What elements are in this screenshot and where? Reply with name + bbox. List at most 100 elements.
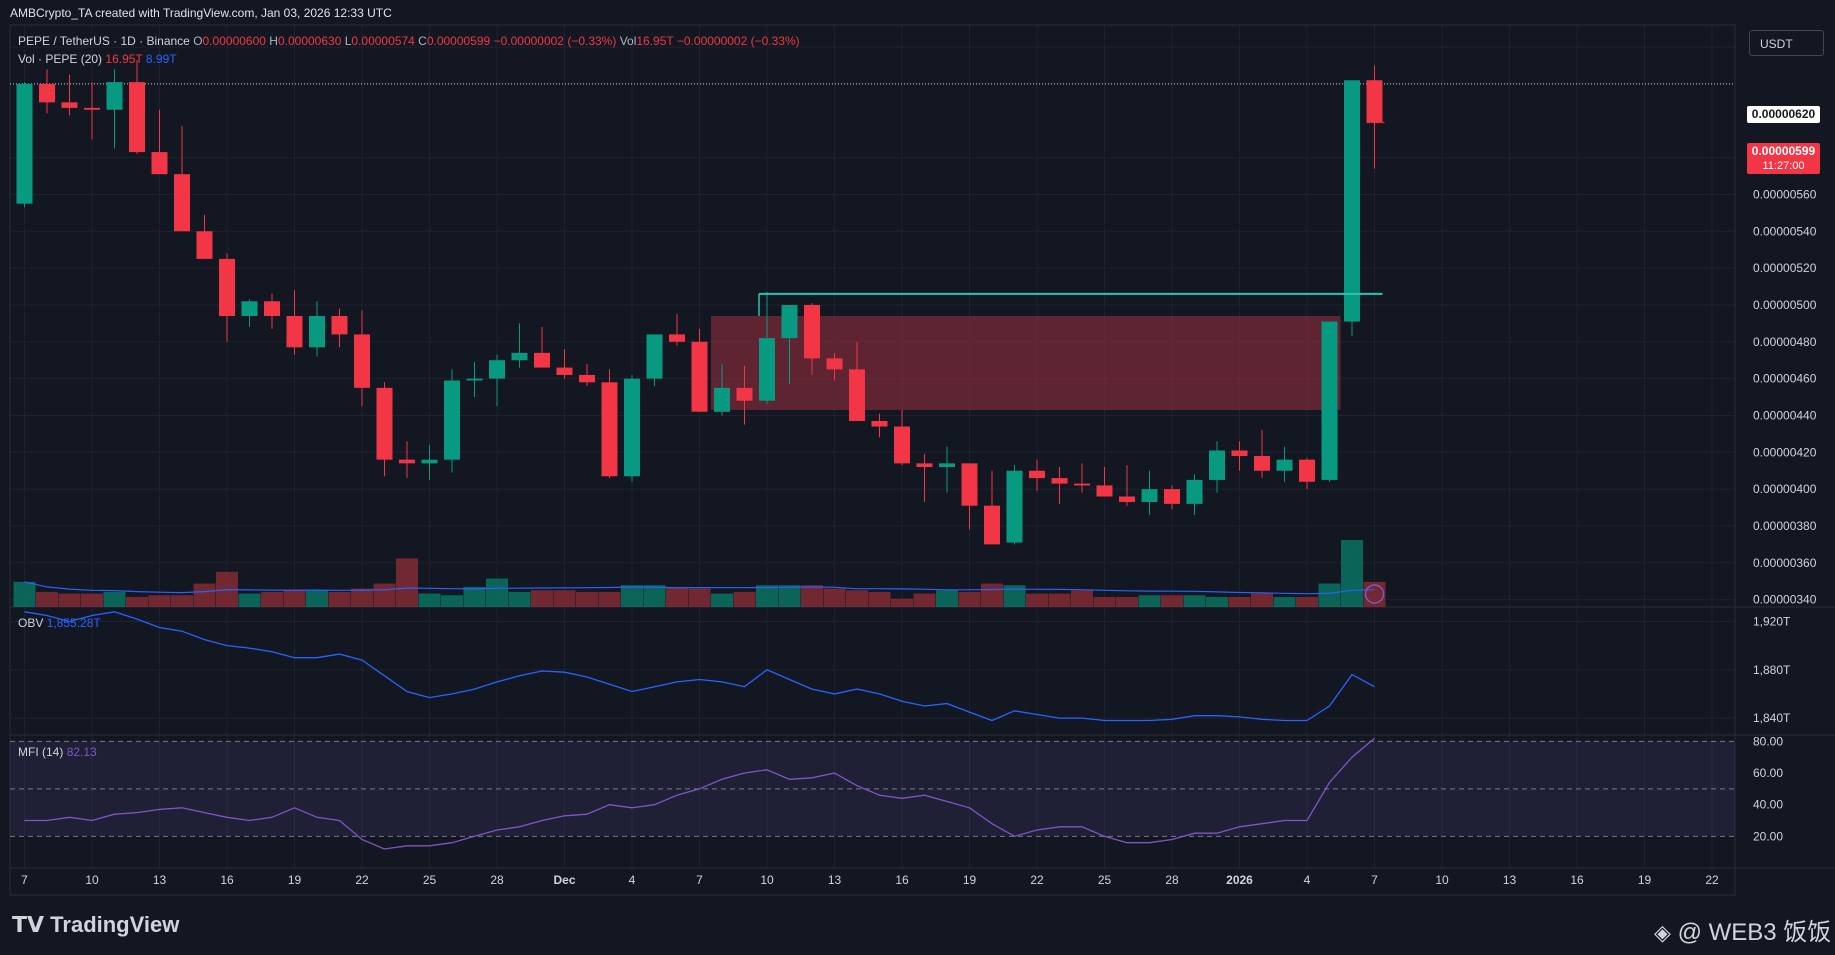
candle-body bbox=[219, 258, 235, 316]
plot-frame bbox=[9, 24, 1736, 896]
candle-body bbox=[286, 316, 303, 348]
volume-value: 16.95T bbox=[636, 34, 674, 48]
mfi-legend[interactable]: MFI (14) 82.13 bbox=[18, 745, 97, 759]
volume-bar bbox=[148, 595, 171, 607]
volume-bar bbox=[1341, 540, 1363, 607]
volume-bar bbox=[58, 593, 81, 607]
volume-bar bbox=[733, 591, 756, 607]
volume-bar bbox=[621, 585, 643, 607]
tradingview-logo[interactable]: 𝗧𝗩 TradingView bbox=[12, 912, 179, 938]
obv-tick-label: 1,920T bbox=[1753, 614, 1791, 628]
date-tick-label: 22 bbox=[355, 873, 369, 887]
volume-bar bbox=[576, 591, 598, 607]
candle-body bbox=[579, 374, 595, 383]
candle-body bbox=[421, 459, 438, 464]
open-label: O bbox=[193, 34, 203, 48]
volume-bar bbox=[1206, 596, 1228, 607]
current-price-label: 0.00000599 11:27:00 bbox=[1747, 143, 1820, 174]
date-tick-label: 16 bbox=[1570, 873, 1584, 887]
volume-bar bbox=[913, 593, 936, 607]
symbol-title[interactable]: PEPE / TetherUS · 1D · Binance bbox=[18, 34, 190, 48]
candle-body bbox=[624, 378, 640, 477]
candle-body bbox=[264, 301, 280, 316]
candle-body bbox=[16, 83, 33, 204]
candle-body bbox=[1141, 489, 1158, 503]
candle-body bbox=[1096, 485, 1113, 497]
candle-body bbox=[331, 316, 348, 335]
candle-body bbox=[309, 316, 325, 348]
candle-body bbox=[669, 334, 685, 342]
volume-bar bbox=[283, 590, 306, 607]
volume-bar bbox=[396, 558, 418, 607]
price-tick-label: 0.00000340 bbox=[1753, 593, 1817, 607]
candle-body bbox=[556, 367, 573, 375]
volume-bar bbox=[418, 593, 441, 607]
candle-body bbox=[1299, 459, 1315, 482]
mfi-line bbox=[24, 737, 1375, 850]
obv-legend[interactable]: OBV 1,855.28T bbox=[18, 616, 101, 630]
binance-diamond-icon: ◈ bbox=[1654, 920, 1671, 945]
candle-body bbox=[1209, 450, 1225, 480]
volume-bar bbox=[801, 585, 823, 607]
date-tick-label: 22 bbox=[1030, 873, 1044, 887]
volume-bar bbox=[1138, 595, 1161, 607]
candle-body bbox=[174, 174, 190, 232]
volume-bar bbox=[1071, 590, 1093, 607]
date-tick-label: 25 bbox=[1098, 873, 1112, 887]
obv-title: OBV bbox=[18, 616, 44, 630]
mfi-tick-label: 40.00 bbox=[1753, 798, 1783, 812]
candle-body bbox=[1276, 459, 1293, 471]
volume-bar bbox=[1161, 595, 1183, 607]
mfi-title: MFI (14) bbox=[18, 745, 64, 759]
volume-bar bbox=[958, 591, 981, 607]
volume-bar bbox=[823, 588, 846, 607]
candle-body bbox=[466, 378, 483, 381]
candle-body bbox=[151, 152, 168, 175]
candle-body bbox=[511, 352, 528, 361]
candle-body bbox=[1074, 483, 1090, 486]
volume-bar bbox=[103, 591, 126, 607]
candle-body bbox=[1006, 470, 1023, 543]
candle-body bbox=[1366, 80, 1383, 123]
volume-bar bbox=[463, 586, 486, 607]
candle-body bbox=[534, 352, 550, 368]
tv-logo-icon: 𝗧𝗩 bbox=[12, 912, 45, 937]
candle-body bbox=[1029, 470, 1045, 479]
chart-author-line: AMBCrypto_TA created with TradingView.co… bbox=[10, 6, 392, 20]
volume-legend[interactable]: Vol · PEPE (20) 16.95T 8.99T bbox=[18, 52, 177, 66]
candle-body bbox=[646, 334, 663, 379]
candle-body bbox=[691, 341, 708, 412]
volume-bar bbox=[1318, 583, 1341, 607]
candle-body bbox=[939, 463, 955, 468]
volume-bar bbox=[598, 591, 621, 607]
candle-body bbox=[1186, 479, 1203, 504]
volume-bar bbox=[508, 591, 531, 607]
volume-value-1: 16.95T bbox=[105, 52, 143, 66]
tv-logo-text: TradingView bbox=[50, 912, 180, 937]
mfi-tick-label: 60.00 bbox=[1753, 766, 1783, 780]
candle-body bbox=[1164, 489, 1180, 504]
candle-body bbox=[489, 360, 505, 379]
volume-label: Vol bbox=[619, 34, 637, 48]
volume-bar bbox=[351, 588, 373, 607]
volume-bar bbox=[1228, 596, 1251, 607]
candle-body bbox=[871, 420, 888, 427]
price-tick-label: 0.00000420 bbox=[1753, 445, 1817, 459]
date-tick-label: 19 bbox=[963, 873, 977, 887]
volume-bar bbox=[36, 591, 58, 607]
candle-body bbox=[129, 82, 145, 153]
volume-bar bbox=[441, 595, 463, 607]
volume-bar bbox=[1003, 585, 1026, 607]
date-tick-label: 13 bbox=[828, 873, 842, 887]
close-value: 0.00000599 bbox=[426, 34, 491, 48]
candle-body bbox=[196, 231, 213, 259]
ohlc-legend: PEPE / TetherUS · 1D · Binance O0.000006… bbox=[18, 34, 800, 48]
last-high-price-label: 0.00000620 bbox=[1747, 106, 1820, 123]
candle-body bbox=[106, 82, 123, 110]
date-tick-label: 28 bbox=[490, 873, 504, 887]
currency-selector[interactable]: USDT bbox=[1749, 30, 1824, 56]
candle-body bbox=[601, 382, 618, 477]
volume-bar bbox=[553, 590, 576, 607]
volume-bar bbox=[981, 583, 1003, 607]
